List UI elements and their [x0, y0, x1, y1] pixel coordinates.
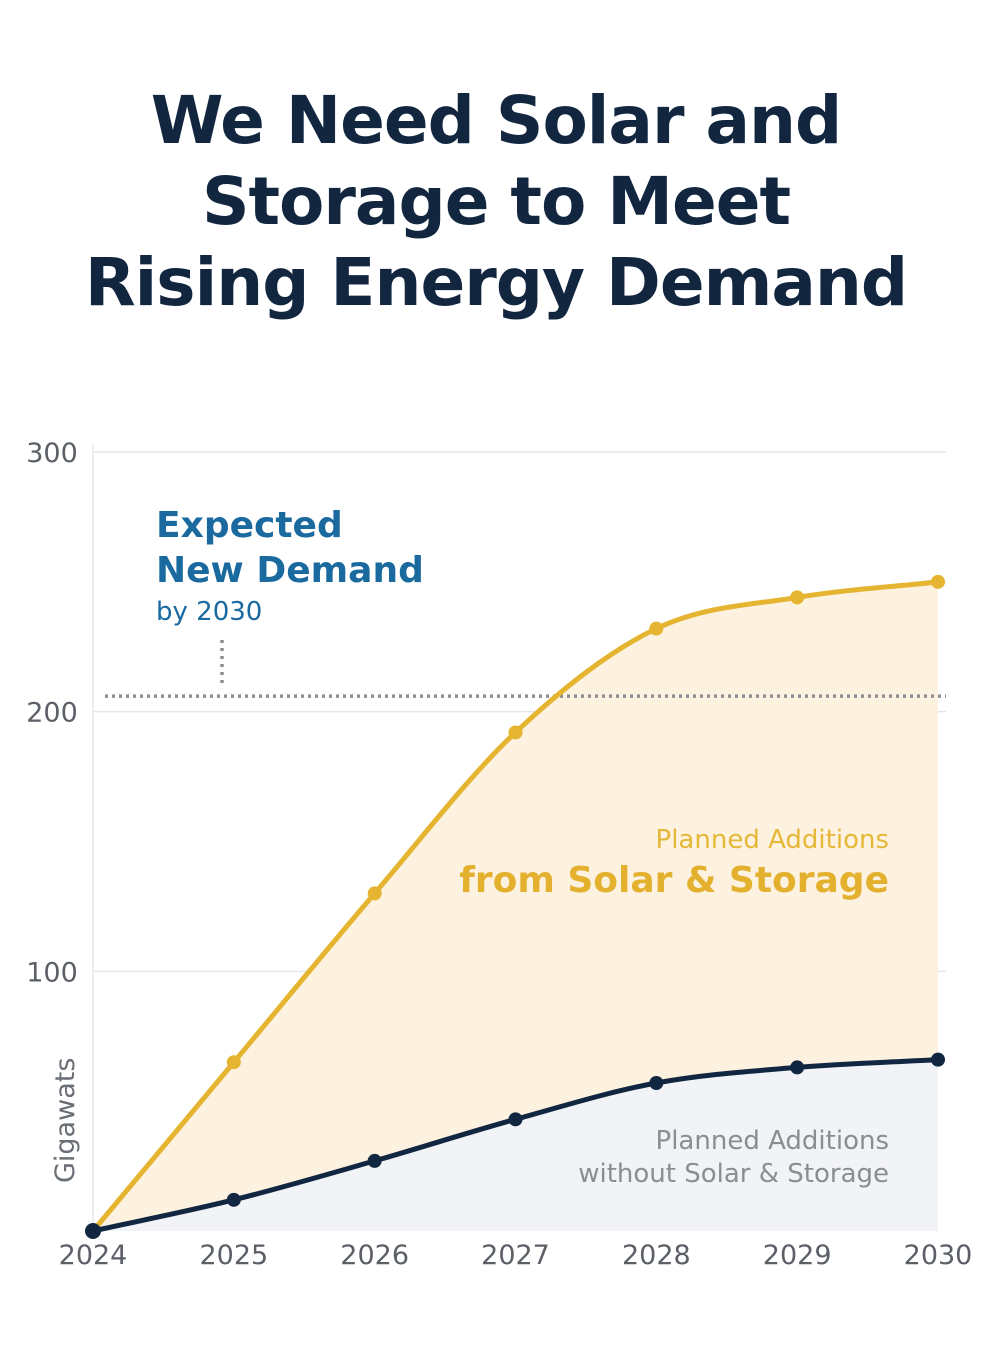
y-tick-100: 100: [26, 957, 78, 988]
base-point-2028: [649, 1075, 664, 1090]
y-axis-label: Gigawats: [50, 1058, 81, 1183]
x-tick-2027: 2027: [481, 1240, 550, 1271]
y-tick-200: 200: [26, 698, 78, 729]
base-point-2024: [85, 1223, 101, 1239]
area-fills: [93, 581, 938, 1231]
x-tick-labels: 2024 2025 2026 2027 2028 2029 2030: [59, 1240, 973, 1271]
solar-point-2029: [790, 590, 805, 605]
solar-area: [93, 581, 938, 1231]
x-tick-2024: 2024: [59, 1240, 128, 1271]
x-tick-2028: 2028: [622, 1240, 691, 1271]
base-point-2030: [931, 1052, 945, 1067]
base-area: [93, 1059, 938, 1231]
base-annotation-line-1: Planned Additions: [656, 1126, 889, 1156]
title-line-1: We Need Solar and: [150, 82, 843, 159]
solar-point-2027: [508, 725, 523, 740]
title-line-2: Storage to Meet: [201, 163, 791, 240]
title-line-3: Rising Energy Demand: [84, 244, 908, 321]
base-point-2025: [226, 1192, 241, 1207]
x-tick-2029: 2029: [763, 1240, 832, 1271]
base-point-2029: [790, 1060, 805, 1075]
solar-annotation-line-2: from Solar & Storage: [459, 860, 889, 901]
x-tick-2025: 2025: [199, 1240, 268, 1271]
solar-point-2025: [226, 1055, 241, 1070]
reference-line-group: [105, 640, 946, 698]
demand-annotation-line-3: by 2030: [156, 597, 262, 627]
page-title: We Need Solar and Storage to Meet Rising…: [0, 80, 992, 323]
base-point-2026: [367, 1153, 382, 1168]
demand-annotation-line-1: Expected: [156, 505, 343, 546]
y-tick-labels: 100 200 300: [26, 438, 78, 988]
data-points: [85, 574, 945, 1239]
x-tick-2030: 2030: [904, 1240, 973, 1271]
solar-point-2026: [367, 886, 382, 901]
x-tick-2026: 2026: [340, 1240, 409, 1271]
solar-annotation-line-1: Planned Additions: [656, 825, 889, 855]
y-tick-300: 300: [26, 438, 78, 469]
solar-point-2030: [931, 574, 945, 589]
base-point-2027: [508, 1112, 523, 1127]
base-annotation-line-2: without Solar & Storage: [578, 1159, 889, 1189]
solar-point-2028: [649, 621, 664, 636]
demand-annotation-line-2: New Demand: [156, 550, 424, 591]
